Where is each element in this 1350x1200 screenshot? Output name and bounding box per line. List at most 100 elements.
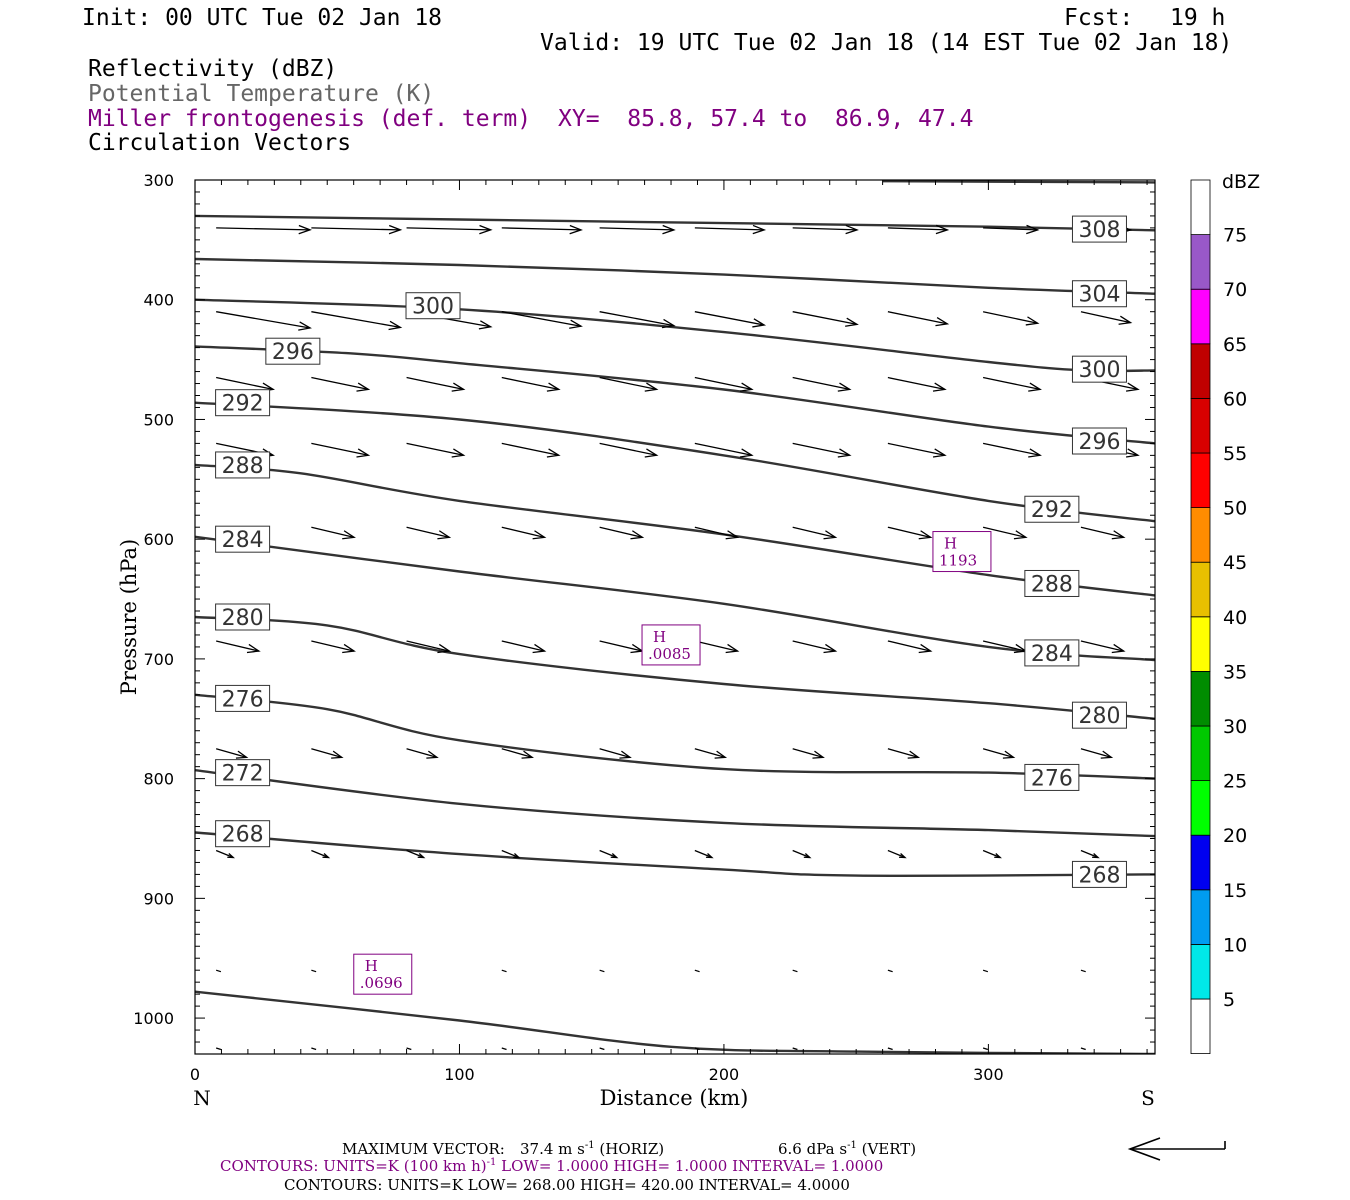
circulation-vector-head bbox=[1125, 382, 1140, 392]
colorbar-unit: dBZ bbox=[1222, 171, 1260, 193]
frontogenesis-high-value: 1193 bbox=[939, 552, 977, 570]
contour-label: 276 bbox=[1031, 766, 1073, 791]
y-tick-label: 900 bbox=[143, 889, 174, 908]
colorbar-swatch bbox=[1190, 343, 1211, 399]
circulation-vector-head bbox=[322, 852, 331, 859]
circulation-vector-head bbox=[1025, 316, 1040, 326]
circulation-vector bbox=[792, 849, 811, 859]
frontogenesis-high-value: .0085 bbox=[648, 645, 691, 663]
circulation-vector bbox=[1080, 526, 1124, 538]
colorbar-swatch bbox=[1190, 780, 1211, 836]
theta-contour-line bbox=[195, 535, 1155, 662]
circulation-vector bbox=[1080, 311, 1131, 324]
contour-label-box bbox=[405, 292, 461, 320]
circulation-vector-head bbox=[812, 750, 825, 759]
circulation-vector bbox=[501, 969, 507, 973]
y-axis-title: Pressure (hPa) bbox=[117, 539, 141, 695]
plot-frame bbox=[194, 179, 1156, 1055]
circulation-vector-head bbox=[1028, 448, 1042, 458]
contour-label: 288 bbox=[1031, 572, 1073, 597]
contour-label-box bbox=[1024, 639, 1080, 667]
circulation-vector bbox=[792, 969, 798, 973]
max-vector-horiz: 37.4 m s-1 (HORIZ) bbox=[520, 1140, 664, 1158]
circulation-vector bbox=[311, 849, 329, 859]
circulation-vector-head bbox=[845, 224, 859, 235]
colorbar-label: 75 bbox=[1223, 225, 1247, 247]
circulation-vector bbox=[215, 969, 222, 973]
circulation-vector-head bbox=[823, 643, 838, 654]
contour-label: 272 bbox=[222, 762, 264, 787]
contour-label-box bbox=[1071, 701, 1127, 729]
circulation-vector bbox=[501, 227, 582, 231]
y-tick-label: 500 bbox=[143, 410, 174, 429]
circulation-vector bbox=[501, 1047, 507, 1051]
circulation-vector-head bbox=[512, 852, 521, 859]
circulation-vector bbox=[982, 640, 1026, 652]
colorbar-label: 20 bbox=[1223, 825, 1247, 847]
circulation-vector bbox=[216, 640, 260, 652]
circulation-vector bbox=[887, 227, 948, 231]
circulation-vector bbox=[215, 748, 247, 758]
circulation-vector bbox=[599, 849, 617, 859]
circulation-vector bbox=[694, 1047, 700, 1051]
circulation-vector bbox=[887, 748, 919, 758]
circulation-vector-head bbox=[752, 224, 767, 235]
circulation-vector bbox=[599, 969, 605, 973]
circulation-vector-head bbox=[907, 750, 921, 759]
circulation-vector-head bbox=[437, 643, 452, 654]
circulation-vector-head bbox=[569, 319, 583, 329]
x-axis-title: Distance (km) bbox=[600, 1086, 749, 1110]
theta-contour-line bbox=[195, 401, 1155, 523]
theta-contour-line bbox=[195, 298, 1155, 373]
theta-contour-line bbox=[195, 463, 1155, 597]
footer-text: MAXIMUM VECTOR: 37.4 m s-1 (HORIZ) 6.6 d… bbox=[220, 1140, 916, 1194]
circulation-vector-head bbox=[437, 530, 452, 540]
circulation-vector-head bbox=[417, 852, 426, 859]
forecast-label: Fcst: bbox=[1064, 5, 1134, 31]
circulation-vector bbox=[599, 1047, 605, 1051]
circulation-vector bbox=[887, 376, 946, 391]
colorbar-swatch bbox=[1190, 616, 1211, 672]
colorbar-swatch bbox=[1190, 998, 1211, 1054]
circulation-vector-head bbox=[725, 530, 740, 540]
circulation-vector-head bbox=[1013, 530, 1028, 540]
contour-label: 276 bbox=[222, 687, 264, 712]
contour-label-box bbox=[215, 684, 271, 712]
colorbar-label: 10 bbox=[1223, 934, 1247, 956]
circulation-vector-head bbox=[918, 643, 933, 654]
contour-label: 308 bbox=[1078, 218, 1120, 243]
contour-label: 268 bbox=[1078, 863, 1120, 888]
theta-contour-line bbox=[882, 180, 1155, 184]
theta-contours bbox=[195, 180, 1155, 1054]
circulation-vector bbox=[792, 311, 858, 326]
circulation-vector bbox=[311, 526, 355, 538]
colorbar-swatch bbox=[1190, 671, 1211, 727]
circulation-vector-head bbox=[532, 530, 547, 540]
axis-ticks bbox=[194, 179, 1155, 1055]
circulation-vector-head bbox=[1118, 315, 1133, 325]
circulation-vector bbox=[311, 376, 369, 391]
circulation-vector bbox=[406, 526, 450, 538]
circulation-vector-head bbox=[837, 448, 852, 458]
circulation-vector bbox=[792, 640, 836, 652]
circulation-vector bbox=[887, 969, 893, 973]
theta-contour-line bbox=[195, 257, 1155, 295]
circulation-vector bbox=[694, 526, 738, 538]
contour-label: 280 bbox=[1078, 704, 1120, 729]
colorbar-label: 40 bbox=[1223, 607, 1247, 629]
circulation-vector bbox=[887, 849, 906, 859]
circulation-vector bbox=[694, 969, 700, 973]
circulation-vector-head bbox=[1111, 643, 1126, 654]
field-potential-temperature: Potential Temperature (K) bbox=[88, 81, 435, 107]
circulation-vector bbox=[311, 748, 342, 758]
colorbar-label: 45 bbox=[1223, 552, 1247, 574]
circulation-vector bbox=[792, 227, 858, 231]
circulation-vector-head bbox=[532, 643, 547, 654]
circulation-vector bbox=[694, 376, 752, 391]
frontogenesis-high-box bbox=[641, 624, 701, 666]
theta-contour-line bbox=[195, 769, 1155, 838]
contour-label: 304 bbox=[1078, 283, 1120, 308]
circulation-vector-head bbox=[661, 318, 676, 329]
axis-labels: 300 400 500 600 700 800 900 1000 0 100 200 300 bbox=[133, 171, 1003, 1084]
circulation-vector-head bbox=[739, 448, 754, 458]
